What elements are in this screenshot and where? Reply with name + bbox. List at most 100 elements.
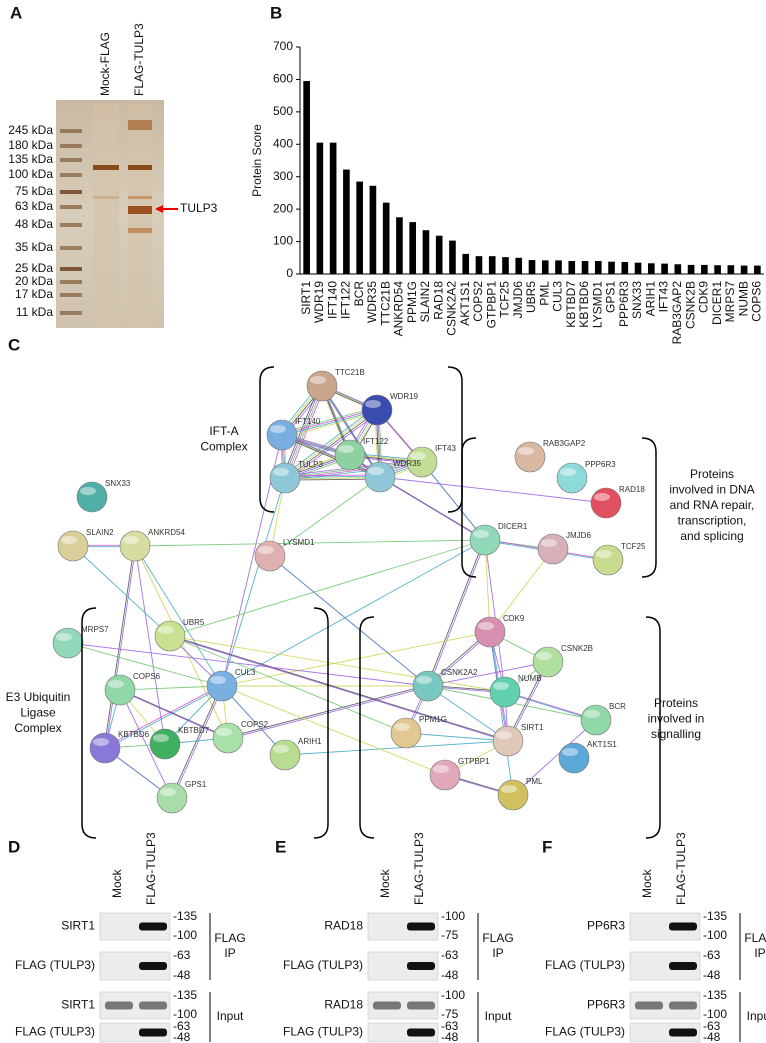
marker-label: -63 (703, 948, 721, 962)
network-edge (379, 475, 485, 540)
blot (99, 1022, 171, 1043)
y-tick-label: 300 (273, 169, 293, 183)
marker-label: 75 kDa (15, 184, 53, 198)
node-label: IFT43 (435, 444, 456, 453)
node-highlight (123, 536, 139, 544)
node-highlight (153, 734, 169, 742)
network-edge (169, 539, 486, 637)
network-edge (426, 539, 485, 686)
x-tick-label: COPS2 (471, 281, 485, 322)
x-tick-label: WDR19 (312, 281, 326, 323)
network-edge (285, 410, 378, 480)
group-label: E3 Ubiquitin (6, 690, 71, 704)
network-node (306, 370, 338, 402)
network-edge (405, 732, 509, 742)
group-label: Input (485, 1009, 512, 1023)
node-label: IFT140 (295, 417, 321, 426)
marker-band (60, 158, 82, 162)
group-label: Input (217, 1009, 244, 1023)
bar (369, 185, 377, 274)
network-edge (283, 385, 322, 478)
group-label: IFT-A (209, 424, 238, 438)
bar (475, 256, 483, 274)
bar (568, 261, 576, 274)
node-label: LYSMD1 (283, 538, 315, 547)
node-label: UBR5 (183, 618, 205, 627)
bracket (359, 616, 375, 839)
x-tick-label: BCR (352, 281, 366, 307)
bracket (641, 437, 657, 578)
node-highlight (562, 748, 578, 756)
marker-band (60, 173, 82, 177)
node-label: COPS6 (133, 672, 161, 681)
panel-label: B (270, 3, 282, 22)
row-label: FLAG (TULP3) (15, 958, 95, 972)
network-node (364, 461, 396, 493)
blot-band (407, 922, 435, 931)
bar (754, 265, 761, 274)
y-tick-label: 200 (273, 201, 293, 215)
x-tick-label: IFT140 (325, 281, 339, 319)
marker-band (60, 246, 82, 250)
node-label: SLAIN2 (86, 528, 114, 537)
network-node (119, 530, 151, 562)
bar (608, 261, 615, 274)
row-label: FLAG (TULP3) (545, 958, 625, 972)
network-edge (428, 540, 487, 687)
row-label: PP6R3 (587, 919, 625, 933)
group-label: signalling (651, 727, 701, 741)
blot (367, 1022, 439, 1043)
network-edge (269, 476, 381, 557)
network-edge (284, 408, 377, 478)
node-label: GTPBP1 (458, 757, 490, 766)
y-tick-label: 500 (273, 104, 293, 118)
network-node (556, 462, 588, 494)
bracket (81, 607, 97, 839)
bar (687, 264, 695, 274)
panel-label: E (275, 837, 286, 856)
row-label: RAD18 (324, 919, 363, 933)
node-label: TTC21B (335, 368, 365, 377)
x-tick-label: PML (537, 281, 551, 306)
x-tick-label: DICER1 (710, 281, 724, 325)
blot-band (105, 1001, 133, 1010)
node-highlight (56, 633, 72, 641)
network-edge (221, 631, 491, 687)
lane (128, 104, 152, 326)
node-highlight (365, 400, 381, 408)
network-edge (169, 635, 407, 734)
network-node (89, 732, 121, 764)
blot-band (407, 1001, 435, 1010)
network-node (254, 540, 286, 572)
node-highlight (270, 425, 286, 433)
band (93, 165, 119, 170)
network-node (537, 533, 569, 565)
lane (93, 104, 119, 326)
node-highlight (273, 745, 289, 753)
network-node (104, 674, 136, 706)
network-node (514, 441, 546, 473)
row-label: FLAG (TULP3) (545, 1025, 625, 1039)
bar (581, 261, 589, 274)
marker-label: -100 (173, 928, 197, 942)
network-node (269, 462, 301, 494)
bar (634, 262, 642, 274)
bar (502, 257, 509, 274)
marker-label: -100 (703, 928, 727, 942)
network-edge (72, 545, 171, 637)
network-edge (380, 477, 486, 542)
network-edge (379, 476, 607, 504)
row-label: FLAG (TULP3) (283, 1025, 363, 1039)
group-label: IP (224, 946, 235, 960)
node-label: TULP3 (298, 460, 323, 469)
node-label: KBTBD7 (178, 726, 210, 735)
group-label: involved in DNA (669, 483, 754, 497)
node-highlight (338, 445, 354, 453)
node-label: PML (526, 777, 543, 786)
network-edge (105, 546, 137, 749)
node-highlight (594, 493, 610, 501)
marker-label: -135 (173, 909, 197, 923)
marker-label: -48 (703, 1030, 721, 1043)
blot-band (407, 1028, 435, 1037)
node-label: KBTBD6 (118, 730, 150, 739)
